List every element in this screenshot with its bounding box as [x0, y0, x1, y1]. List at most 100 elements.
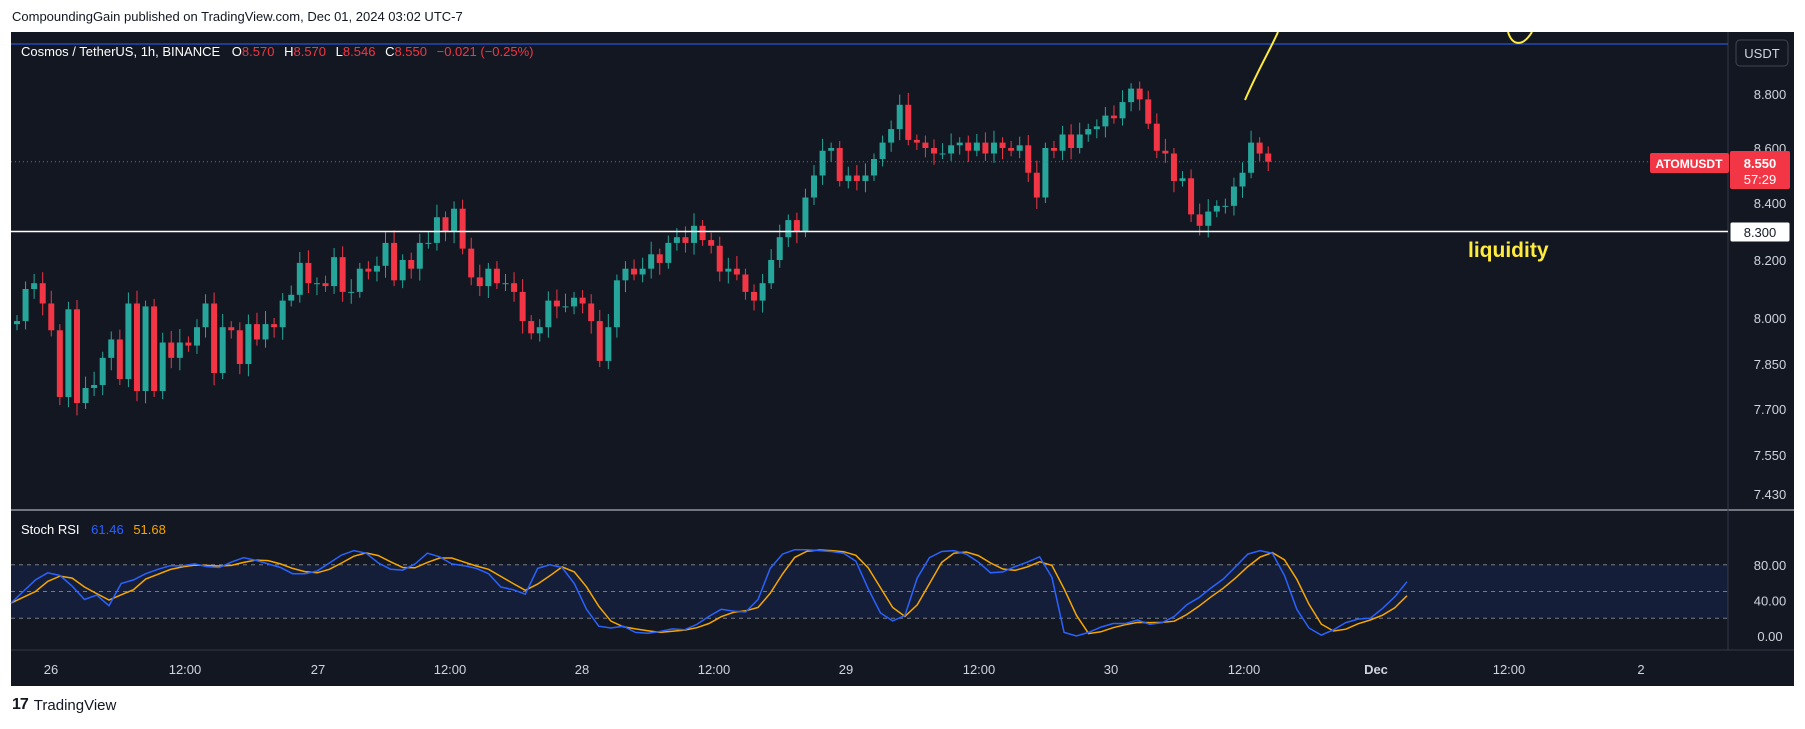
candle-body[interactable]: [973, 142, 980, 151]
candle-body[interactable]: [502, 283, 509, 285]
candle-body[interactable]: [382, 242, 389, 266]
candle-body[interactable]: [1128, 88, 1135, 103]
candle-body[interactable]: [1222, 205, 1229, 207]
candle-body[interactable]: [365, 268, 372, 272]
candle-body[interactable]: [965, 142, 972, 151]
candle-body[interactable]: [665, 242, 672, 263]
candle-body[interactable]: [1136, 88, 1143, 100]
candle-body[interactable]: [168, 342, 175, 358]
candle-body[interactable]: [828, 148, 835, 151]
candle-body[interactable]: [245, 324, 252, 364]
candle-body[interactable]: [1170, 153, 1177, 182]
candle-body[interactable]: [193, 327, 200, 346]
candle-body[interactable]: [631, 268, 638, 275]
candle-body[interactable]: [228, 327, 235, 331]
candle-body[interactable]: [1153, 123, 1160, 151]
candle-body[interactable]: [553, 300, 560, 307]
candle-body[interactable]: [956, 142, 963, 146]
candle-body[interactable]: [1196, 214, 1203, 226]
candle-body[interactable]: [691, 225, 698, 243]
candle-body[interactable]: [236, 330, 243, 364]
candle-body[interactable]: [485, 268, 492, 287]
candle-body[interactable]: [1188, 178, 1195, 215]
candle-body[interactable]: [331, 257, 338, 287]
candle-body[interactable]: [682, 237, 689, 243]
candle-body[interactable]: [528, 321, 535, 334]
candle-body[interactable]: [648, 254, 655, 269]
candle-body[interactable]: [31, 283, 38, 289]
candle-body[interactable]: [939, 153, 946, 155]
candle-body[interactable]: [1025, 145, 1032, 173]
candle-body[interactable]: [1076, 134, 1083, 149]
candle-body[interactable]: [802, 197, 809, 232]
candle-body[interactable]: [536, 327, 543, 334]
candle-body[interactable]: [1205, 211, 1212, 226]
candle-body[interactable]: [39, 283, 46, 304]
candle-body[interactable]: [408, 260, 415, 269]
liquidity-annotation[interactable]: liquidity: [1468, 239, 1549, 262]
candle-body[interactable]: [588, 303, 595, 322]
candle-body[interactable]: [639, 268, 646, 275]
candle-body[interactable]: [159, 342, 166, 391]
candle-body[interactable]: [459, 208, 466, 249]
candle-body[interactable]: [442, 217, 449, 232]
candle-body[interactable]: [1068, 134, 1075, 149]
candle-body[interactable]: [982, 142, 989, 154]
candle-body[interactable]: [1213, 205, 1220, 212]
candle-body[interactable]: [785, 220, 792, 238]
candle-body[interactable]: [48, 303, 55, 331]
candle-body[interactable]: [879, 142, 886, 159]
time-axis[interactable]: 26 12:00 27 12:00 28 12:00 29 12:00 30 12:00 Dec 12…: [44, 662, 1645, 677]
candle-body[interactable]: [1239, 172, 1246, 187]
candle-body[interactable]: [125, 303, 132, 380]
currency-button[interactable]: USDT: [1744, 46, 1779, 61]
candle-body[interactable]: [896, 104, 903, 130]
candle-body[interactable]: [733, 268, 740, 275]
candle-body[interactable]: [708, 240, 715, 246]
candle-body[interactable]: [73, 309, 80, 403]
candle-body[interactable]: [751, 291, 758, 301]
candle-body[interactable]: [622, 268, 629, 281]
candle-body[interactable]: [656, 254, 663, 263]
candle-body[interactable]: [673, 237, 680, 243]
candle-body[interactable]: [793, 220, 800, 232]
candle-body[interactable]: [922, 142, 929, 148]
candle-body[interactable]: [811, 175, 818, 198]
candle-body[interactable]: [468, 248, 475, 278]
candle-body[interactable]: [262, 324, 269, 340]
candle-body[interactable]: [716, 245, 723, 272]
candle-body[interactable]: [999, 142, 1006, 148]
candle-body[interactable]: [836, 148, 843, 181]
candle-body[interactable]: [451, 208, 458, 232]
candle-body[interactable]: [930, 148, 937, 154]
candle-body[interactable]: [322, 283, 329, 287]
candle-body[interactable]: [1085, 129, 1092, 135]
candle-body[interactable]: [65, 309, 72, 397]
currency-button-bg[interactable]: [1735, 39, 1789, 67]
candle-body[interactable]: [56, 330, 63, 397]
candle-body[interactable]: [99, 357, 106, 385]
candle-body[interactable]: [1033, 172, 1040, 198]
candle-body[interactable]: [699, 225, 706, 241]
candle-body[interactable]: [1059, 134, 1066, 151]
candle-body[interactable]: [1265, 153, 1272, 162]
candle-body[interactable]: [605, 327, 612, 361]
candle-body[interactable]: [176, 342, 183, 358]
footer[interactable]: 17 TradingView: [12, 696, 116, 714]
candle-body[interactable]: [871, 159, 877, 176]
price-tag-group[interactable]: ATOMUSDT 8.550 57:29: [1650, 151, 1790, 189]
candle-body[interactable]: [1230, 186, 1237, 206]
candle-body[interactable]: [1102, 115, 1109, 127]
candle-body[interactable]: [853, 175, 860, 182]
candle-body[interactable]: [151, 306, 158, 391]
candle-body[interactable]: [339, 257, 346, 292]
candle-body[interactable]: [313, 283, 320, 285]
candle-body[interactable]: [14, 321, 20, 325]
candle-body[interactable]: [202, 303, 209, 328]
candle-body[interactable]: [1256, 142, 1263, 154]
candle-body[interactable]: [768, 260, 775, 284]
candle-body[interactable]: [348, 291, 355, 293]
candle-body[interactable]: [519, 291, 526, 322]
candle-body[interactable]: [759, 283, 766, 301]
